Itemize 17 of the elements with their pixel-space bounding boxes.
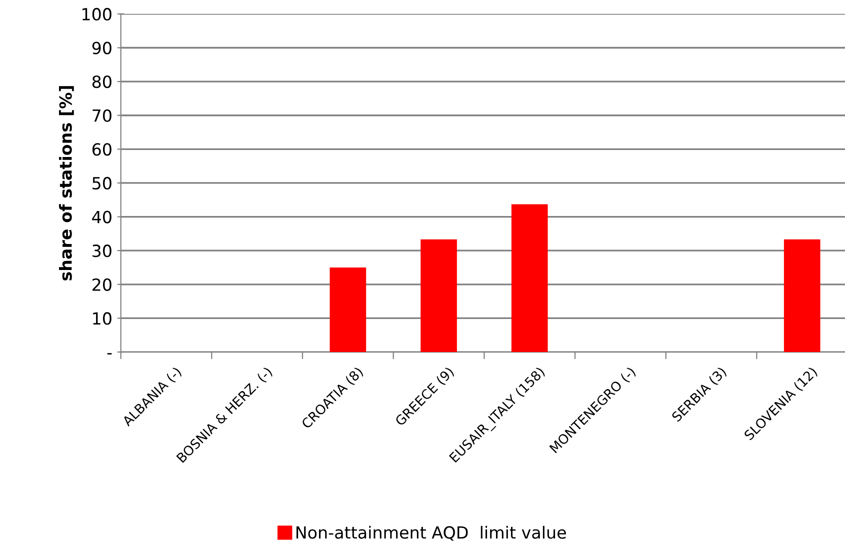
bar [511, 204, 548, 352]
y-axis-title: share of stations [%] [59, 86, 74, 280]
y-tick-label: 80 [92, 76, 112, 88]
bar [330, 268, 366, 352]
y-tick-label: 30 [92, 244, 112, 258]
y-tick-label: 60 [92, 143, 112, 156]
bar [784, 239, 820, 352]
y-tick-label: 50 [92, 176, 112, 190]
y-tick-label: 10 [93, 312, 112, 325]
y-tick-label: - [107, 353, 112, 354]
y-tick-label: 20 [92, 278, 112, 291]
bar [420, 239, 457, 352]
y-tick-label: 90 [92, 42, 112, 54]
legend-label: Non-attainment AQD limit value [296, 526, 566, 541]
y-tick-label: 40 [92, 210, 112, 224]
y-tick-label: 70 [92, 109, 112, 122]
y-tick-label: 100 [82, 8, 112, 20]
